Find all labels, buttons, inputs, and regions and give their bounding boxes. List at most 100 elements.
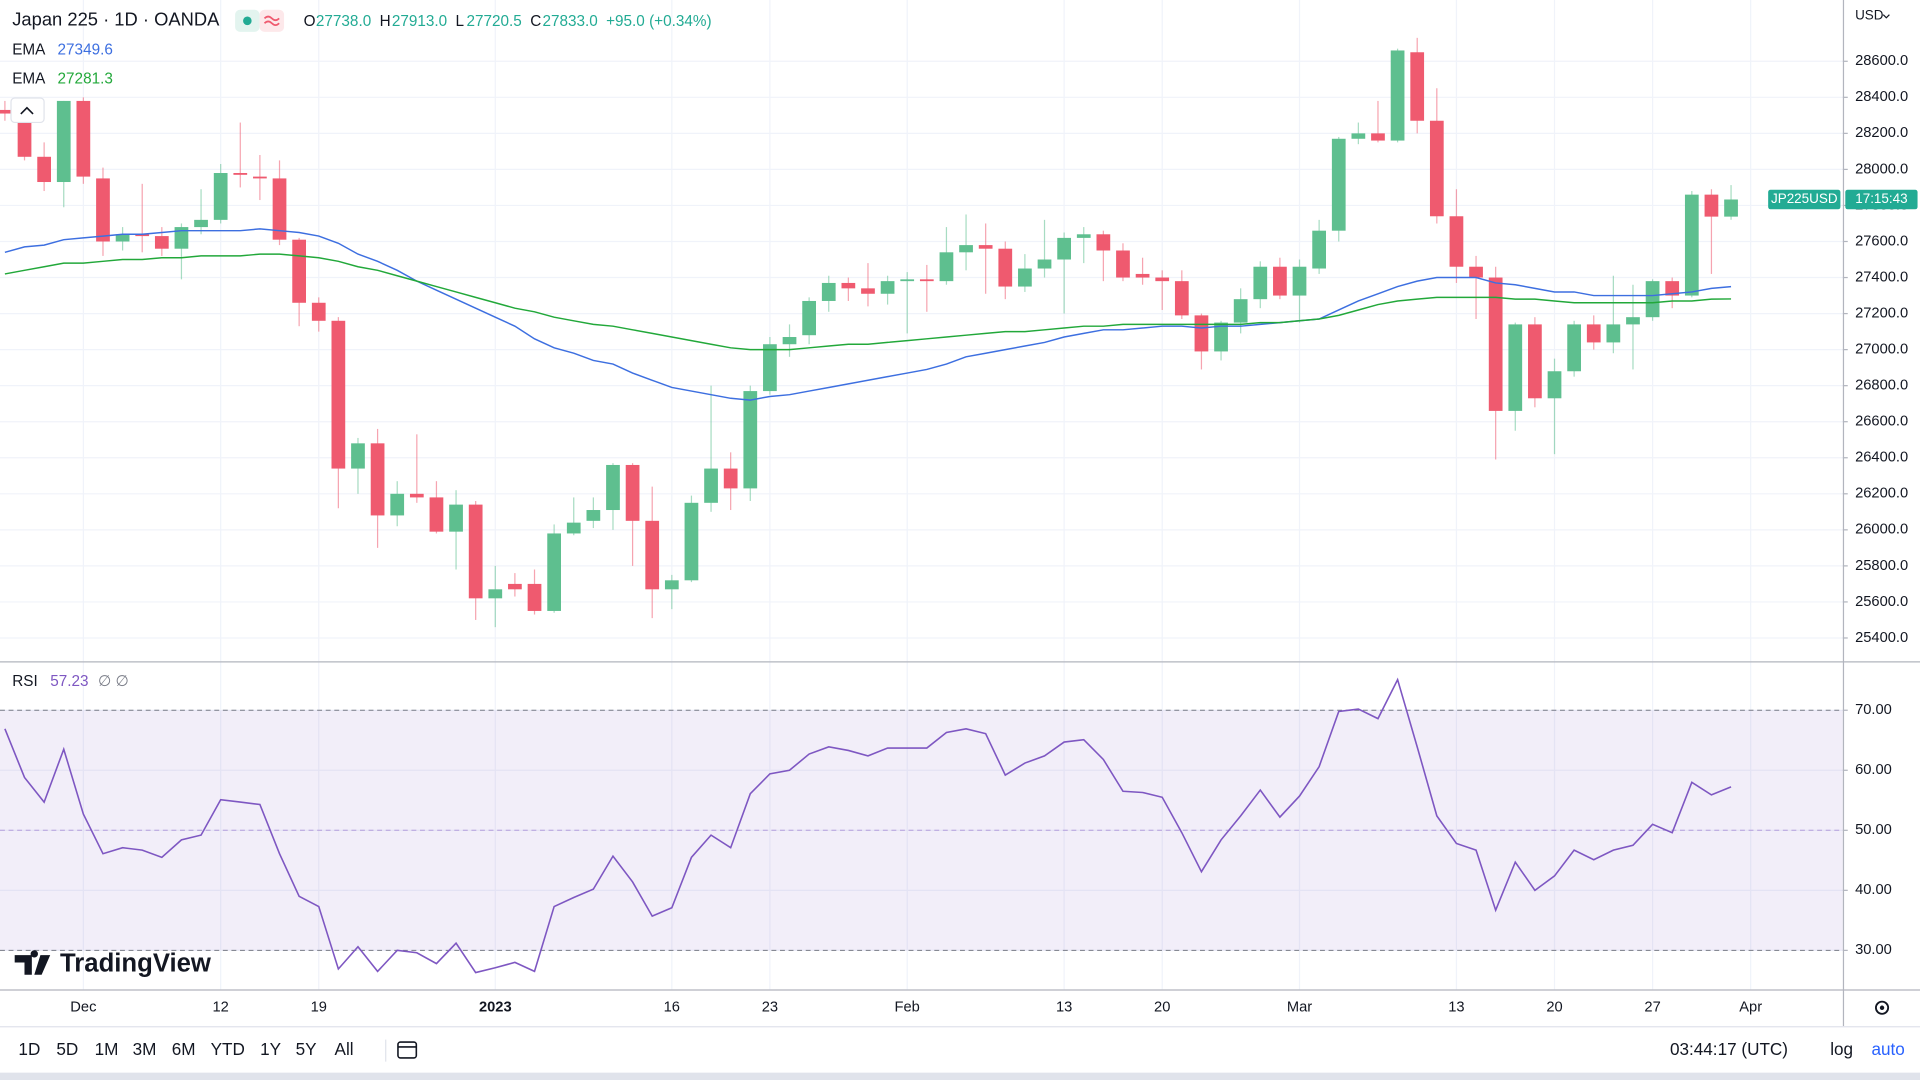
- x-tick-label: Dec: [70, 1000, 96, 1016]
- range-button[interactable]: 5Y: [296, 1039, 318, 1059]
- candle-body: [841, 282, 856, 289]
- candle-body: [37, 156, 51, 183]
- candle-body: [1586, 324, 1601, 343]
- y-tick-label: 26000.0: [1855, 522, 1908, 538]
- ohlc-close-label: C: [530, 13, 541, 30]
- candle-body: [1429, 120, 1444, 217]
- candle-body: [508, 583, 522, 590]
- candle-body: [1233, 299, 1248, 323]
- candle-body: [135, 234, 150, 237]
- candle-body: [1724, 199, 1738, 217]
- log-toggle[interactable]: log: [1830, 1039, 1853, 1059]
- x-tick-label: 20: [1154, 1000, 1170, 1016]
- ohlc-low-value: 27720.5: [467, 13, 522, 30]
- x-tick-label: 20: [1546, 1000, 1562, 1016]
- ohlc-open-value: 27738.0: [316, 13, 371, 30]
- y-tick-label: 26400.0: [1855, 450, 1908, 466]
- candle-body: [1410, 52, 1425, 121]
- candle-body: [1174, 281, 1189, 316]
- candle-body: [1645, 281, 1660, 318]
- candle-body: [1214, 322, 1228, 352]
- x-tick-label: 2023: [479, 1000, 512, 1016]
- candle-body: [96, 178, 110, 242]
- candle-body: [1135, 273, 1150, 278]
- candle-body: [1704, 194, 1719, 217]
- x-tick-label: 16: [664, 1000, 680, 1016]
- candle-body: [723, 468, 738, 489]
- auto-toggle[interactable]: auto: [1871, 1039, 1904, 1059]
- y-tick-label: 27600.0: [1855, 233, 1908, 249]
- status-icon: [263, 15, 280, 26]
- y-tick-label: 28000.0: [1855, 161, 1908, 177]
- candle-body: [449, 504, 463, 532]
- candle-body: [1155, 277, 1170, 282]
- candle-body: [1665, 281, 1680, 296]
- candle-body: [76, 100, 91, 177]
- ema-legend-name: EMA: [12, 71, 46, 88]
- candle-body: [1351, 133, 1366, 139]
- candle-body: [566, 522, 581, 534]
- ohlc-low-label: L: [456, 13, 465, 30]
- candle-body: [174, 227, 189, 249]
- y-tick-label: 27000.0: [1855, 342, 1908, 358]
- candle-body: [194, 219, 208, 228]
- collapse-icon: [20, 106, 34, 115]
- settings-icon-center: [1879, 1005, 1885, 1010]
- candle-body: [1116, 250, 1130, 278]
- candle-body: [664, 580, 679, 590]
- y-tick-label: 28600.0: [1855, 53, 1908, 69]
- y-tick-label: 40.00: [1855, 882, 1892, 898]
- price-tag-symbol: JP225USD: [1771, 191, 1838, 206]
- candle-body: [1273, 266, 1287, 296]
- range-button[interactable]: All: [335, 1039, 354, 1059]
- brand-name: TradingView: [60, 950, 212, 978]
- candle-body: [1253, 266, 1268, 300]
- candle-body: [370, 443, 385, 516]
- candle-body: [625, 464, 640, 521]
- x-tick-label: Feb: [895, 1000, 920, 1016]
- range-button[interactable]: 3M: [133, 1039, 157, 1059]
- candle-body: [861, 288, 875, 294]
- candle-body: [1547, 371, 1562, 399]
- date-range-icon[interactable]: [397, 1041, 418, 1059]
- candle-body: [488, 589, 503, 599]
- y-tick-label: 27200.0: [1855, 305, 1908, 321]
- ema-line: [4, 253, 1732, 351]
- range-button[interactable]: 1Y: [260, 1039, 282, 1059]
- status-dot: [243, 16, 252, 26]
- labels-layer: Japan 225 · 1D · OANDA O 27738.0 H 27913…: [10, 7, 1918, 1062]
- candle-body: [1331, 138, 1346, 231]
- range-button[interactable]: 1M: [95, 1039, 119, 1059]
- candle-body: [233, 173, 248, 175]
- candle-body: [1567, 324, 1581, 372]
- range-button[interactable]: YTD: [211, 1039, 245, 1059]
- candle-body: [1312, 230, 1326, 269]
- settings-icon[interactable]: [1875, 1000, 1890, 1015]
- candle-body: [292, 239, 306, 303]
- candle-body: [1528, 324, 1542, 399]
- y-tick-label: 50.00: [1855, 822, 1892, 838]
- candle-body: [998, 248, 1013, 287]
- marks-layer: [0, 37, 1738, 974]
- candle-body: [959, 245, 973, 253]
- ema-line: [4, 228, 1732, 401]
- price-tag-countdown-box: [1845, 189, 1918, 210]
- candle-body: [253, 176, 267, 179]
- x-tick-label: 27: [1644, 1000, 1660, 1016]
- candle-body: [1508, 324, 1523, 411]
- currency[interactable]: USD: [1855, 7, 1884, 22]
- candle-body: [1018, 268, 1032, 287]
- clock[interactable]: 03:44:17 (UTC): [1670, 1039, 1788, 1059]
- ohlc-close-value: 27833.0: [542, 13, 597, 30]
- candle-body: [56, 100, 71, 183]
- collapse-button[interactable]: [10, 97, 45, 124]
- candle-body: [978, 245, 993, 249]
- candle-body: [409, 493, 424, 498]
- range-button[interactable]: 1D: [18, 1039, 40, 1059]
- candle-body: [527, 583, 542, 611]
- range-button[interactable]: 5D: [56, 1039, 78, 1059]
- candle-body: [743, 391, 758, 489]
- range-button[interactable]: 6M: [172, 1039, 196, 1059]
